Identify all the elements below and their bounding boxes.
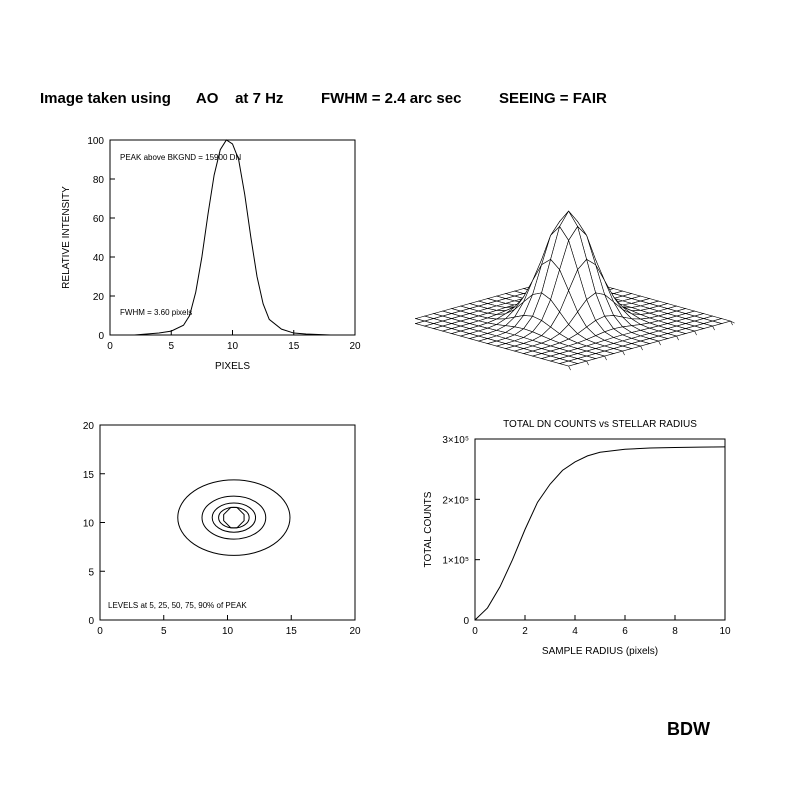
- svg-text:2: 2: [522, 626, 528, 637]
- svg-text:0: 0: [88, 616, 94, 627]
- svg-text:0: 0: [97, 626, 103, 637]
- svg-text:5: 5: [168, 341, 174, 352]
- svg-text:10: 10: [719, 626, 731, 637]
- svg-text:5: 5: [161, 626, 167, 637]
- svg-text:LEVELS at 5, 25, 50, 75, 90% o: LEVELS at 5, 25, 50, 75, 90% of PEAK: [108, 601, 247, 610]
- svg-text:40: 40: [93, 253, 105, 264]
- counts-plot: TOTAL DN COUNTS vs STELLAR RADIUS 0 2 4 6 8 10…: [415, 415, 735, 660]
- svg-text:20: 20: [93, 292, 105, 303]
- surface-plot: [415, 130, 735, 375]
- svg-text:0: 0: [107, 341, 113, 352]
- svg-text:10: 10: [83, 519, 95, 530]
- contour-plot: 0 5 10 15 20 0 5 10 15 20 LEVELS at 5, 25, 50, 75,…: [55, 415, 365, 660]
- svg-text:80: 80: [93, 175, 105, 186]
- header-seeing: SEEING = FAIR: [499, 90, 607, 107]
- svg-text:15: 15: [286, 626, 298, 637]
- svg-text:15: 15: [288, 341, 300, 352]
- profile-plot: 0 5 10 15 20 0 20 40 60 80 100 PIXELS RELATIVE INTEN…: [55, 130, 365, 375]
- header-mode: AO: [196, 90, 219, 107]
- svg-text:60: 60: [93, 214, 105, 225]
- svg-text:SAMPLE RADIUS (pixels): SAMPLE RADIUS (pixels): [542, 646, 658, 657]
- svg-text:RELATIVE INTENSITY: RELATIVE INTENSITY: [61, 186, 72, 289]
- svg-text:8: 8: [672, 626, 678, 637]
- svg-text:PIXELS: PIXELS: [215, 361, 250, 372]
- svg-text:5: 5: [88, 567, 94, 578]
- svg-text:100: 100: [87, 136, 104, 147]
- svg-text:4: 4: [572, 626, 578, 637]
- svg-text:3×10⁵: 3×10⁵: [442, 435, 469, 446]
- svg-text:6: 6: [622, 626, 628, 637]
- svg-text:20: 20: [349, 626, 361, 637]
- svg-text:1×10⁵: 1×10⁵: [442, 556, 469, 567]
- svg-text:2×10⁵: 2×10⁵: [442, 495, 469, 506]
- svg-text:PEAK above BKGND = 15900 DN: PEAK above BKGND = 15900 DN: [120, 153, 241, 162]
- header-prefix: Image taken using: [40, 90, 171, 107]
- svg-text:TOTAL DN COUNTS vs STELLAR RAD: TOTAL DN COUNTS vs STELLAR RADIUS: [503, 419, 697, 430]
- header-freq: at 7 Hz: [235, 90, 283, 107]
- svg-text:0: 0: [98, 331, 104, 342]
- svg-text:15: 15: [83, 470, 95, 481]
- svg-text:TOTAL COUNTS: TOTAL COUNTS: [423, 491, 434, 567]
- header-line: Image taken using AO at 7 Hz FWHM = 2.4 …: [40, 90, 760, 107]
- svg-text:FWHM = 3.60 pixels: FWHM = 3.60 pixels: [120, 308, 192, 317]
- svg-text:0: 0: [463, 616, 469, 627]
- svg-text:10: 10: [222, 626, 234, 637]
- svg-text:20: 20: [349, 341, 361, 352]
- svg-text:20: 20: [83, 421, 95, 432]
- footer-label: BDW: [667, 719, 710, 740]
- svg-text:0: 0: [472, 626, 478, 637]
- header-fwhm: FWHM = 2.4 arc sec: [321, 90, 461, 107]
- svg-text:10: 10: [227, 341, 239, 352]
